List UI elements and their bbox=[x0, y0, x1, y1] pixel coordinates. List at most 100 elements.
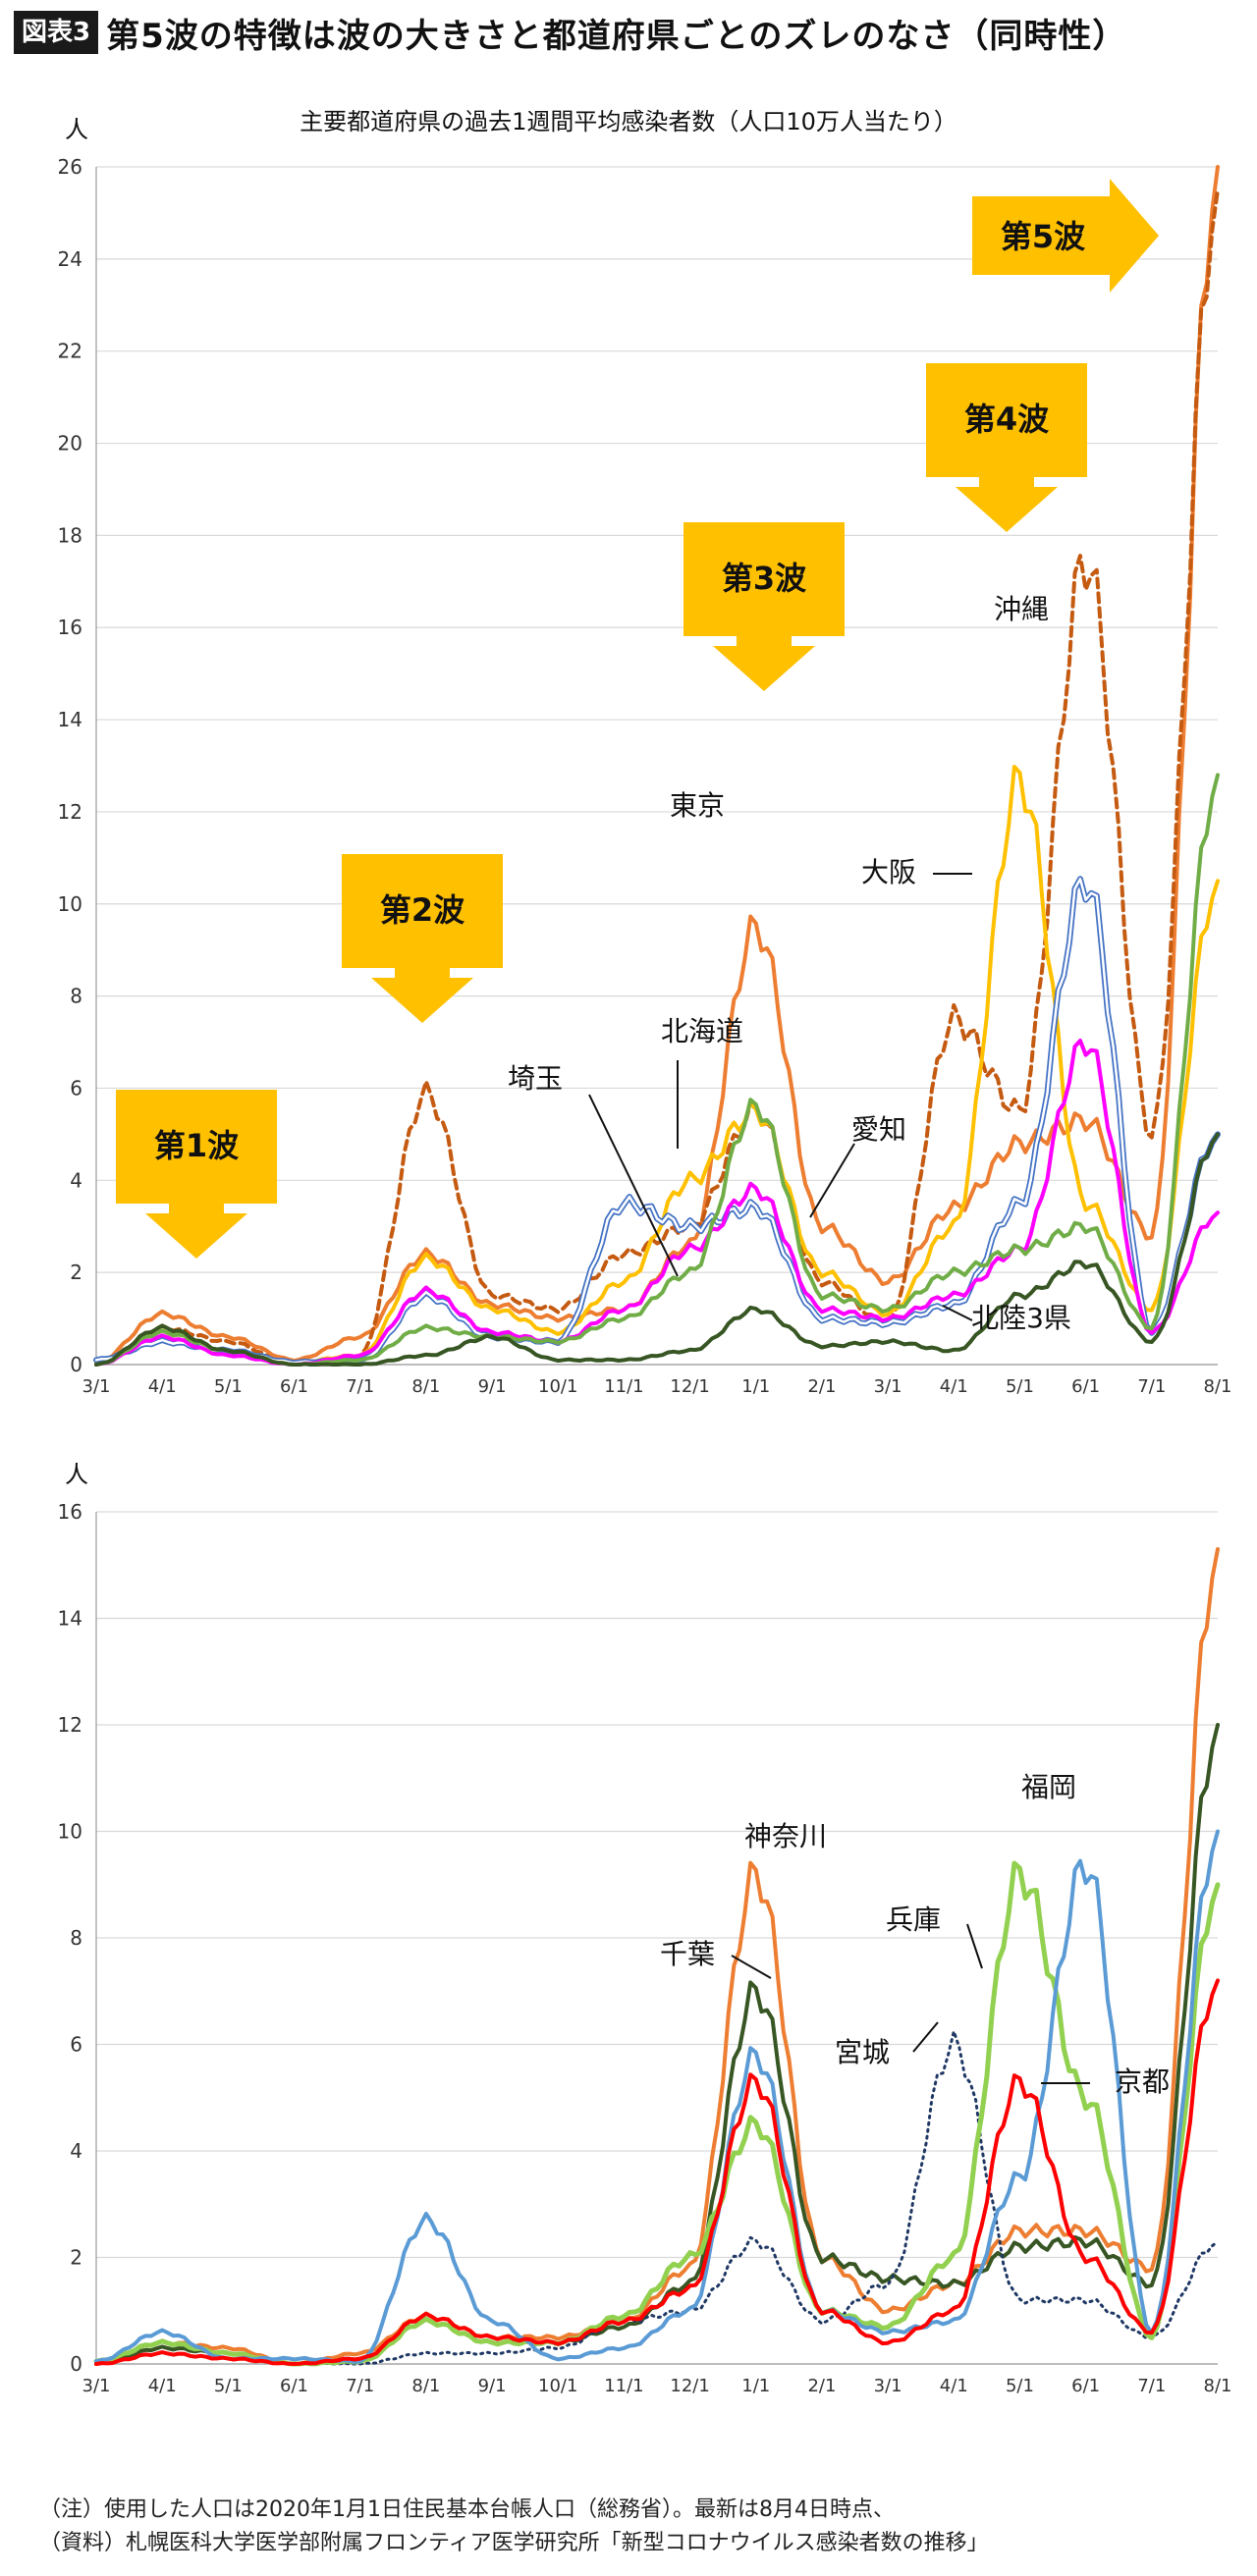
x-tick-label: 9/1 bbox=[478, 2376, 507, 2396]
y-tick-label: 18 bbox=[58, 523, 82, 547]
x-tick-label: 6/1 bbox=[280, 1376, 308, 1397]
y-tick-label: 20 bbox=[58, 432, 82, 456]
x-tick-label: 1/1 bbox=[741, 2376, 770, 2396]
label-leader-line bbox=[912, 2021, 939, 2053]
y-tick-label: 10 bbox=[58, 1820, 82, 1844]
x-tick-label: 6/1 bbox=[1071, 2376, 1100, 2396]
x-tick-label: 4/1 bbox=[148, 2376, 177, 2396]
x-tick-label: 8/1 bbox=[1204, 1376, 1232, 1397]
figure-header: 図表3 第5波の特徴は波の大きさと都道府県ごとのズレのなさ（同時性） bbox=[14, 8, 1126, 57]
y-tick-label: 22 bbox=[58, 340, 82, 363]
chart-bottom: 人 0 2 4 6 8 10 12 14 16 3/1 4/1 5/1 6/1 7/1 8/1 9/1 10/1 1… bbox=[58, 1461, 1232, 2396]
note-line-1: （注）使用した人口は2020年1月1日住民基本台帳人口（総務省）。最新は8月4日… bbox=[39, 2497, 895, 2522]
chart-title: 主要都道府県の過去1週間平均感染者数（人口10万人当たり） bbox=[300, 108, 957, 135]
y-tick-label: 24 bbox=[58, 247, 82, 271]
x-tick-label: 8/1 bbox=[411, 1376, 440, 1397]
y-tick-label: 8 bbox=[70, 985, 82, 1008]
series-label: 兵庫 bbox=[886, 1904, 941, 1936]
y-tick-label: 6 bbox=[70, 2033, 82, 2057]
wave-arrow-shape bbox=[342, 854, 503, 1023]
x-tick-label: 10/1 bbox=[538, 1376, 577, 1397]
x-tick-label: 3/1 bbox=[82, 1376, 111, 1397]
wave-arrow-shape bbox=[683, 522, 845, 691]
label-leader-line bbox=[809, 1143, 855, 1218]
x-tick-label: 3/1 bbox=[82, 2376, 111, 2396]
x-tick-label: 11/1 bbox=[604, 1376, 643, 1397]
y-tick-label: 16 bbox=[58, 616, 82, 639]
y-tick-label: 10 bbox=[58, 892, 82, 916]
series-line-3-inner bbox=[94, 878, 1220, 1365]
wave-label: 第1波 bbox=[154, 1127, 239, 1164]
notes: （注）使用した人口は2020年1月1日住民基本台帳人口（総務省）。最新は8月4日… bbox=[39, 2494, 989, 2560]
wave-label: 第2波 bbox=[380, 891, 465, 929]
y-tick-label: 12 bbox=[58, 1713, 82, 1737]
series-label: 福岡 bbox=[1021, 1771, 1076, 1803]
series-line-6 bbox=[94, 1132, 1220, 1367]
x-tick-label: 2/1 bbox=[807, 1376, 836, 1397]
x-tick-label: 4/1 bbox=[148, 1376, 177, 1397]
x-tick-label: 2/1 bbox=[807, 2376, 836, 2396]
series-label: 大阪 bbox=[861, 856, 916, 888]
series-label: 愛知 bbox=[851, 1113, 906, 1146]
x-tick-label: 5/1 bbox=[214, 1376, 243, 1397]
x-tick-label: 5/1 bbox=[1006, 1376, 1034, 1397]
series-label: 北陸3県 bbox=[971, 1302, 1071, 1334]
x-tick-label: 12/1 bbox=[670, 1376, 709, 1397]
x-tick-label: 10/1 bbox=[538, 2376, 577, 2396]
wave-arrow-shape bbox=[926, 363, 1087, 532]
series-label: 北海道 bbox=[661, 1015, 743, 1047]
series-label: 千葉 bbox=[660, 1938, 715, 1970]
y-axis-unit-label: 人 bbox=[65, 1461, 88, 1488]
x-tick-label: 7/1 bbox=[346, 1376, 374, 1397]
label-leader-line bbox=[942, 1305, 973, 1321]
x-tick-label: 7/1 bbox=[1137, 1376, 1166, 1397]
series-label: 埼玉 bbox=[508, 1062, 563, 1095]
y-tick-label: 14 bbox=[58, 708, 82, 731]
note-line-2: （資料）札幌医科大学医学部附属フロンティア医学研究所「新型コロナウイルス感染者数… bbox=[39, 2531, 989, 2555]
y-tick-label: 4 bbox=[70, 2139, 82, 2163]
x-tick-label: 6/1 bbox=[1071, 1376, 1100, 1397]
label-leader-line bbox=[731, 1955, 772, 1979]
x-tick-label: 4/1 bbox=[940, 2376, 968, 2396]
x-tick-label: 1/1 bbox=[741, 1376, 770, 1397]
figure-badge: 図表3 bbox=[14, 11, 99, 54]
wave-label: 第5波 bbox=[1001, 218, 1085, 255]
series-label: 神奈川 bbox=[744, 1820, 827, 1852]
x-tick-label: 4/1 bbox=[940, 1376, 968, 1397]
y-tick-label: 6 bbox=[70, 1076, 82, 1100]
series-line-5 bbox=[94, 1978, 1220, 2366]
x-tick-label: 8/1 bbox=[411, 2376, 440, 2396]
wave-arrow-shape bbox=[116, 1090, 277, 1259]
y-tick-label: 12 bbox=[58, 800, 82, 824]
label-leader-line bbox=[966, 1923, 983, 1969]
y-tick-label: 14 bbox=[58, 1607, 82, 1631]
series-line-4 bbox=[94, 1829, 1220, 2364]
y-tick-label: 16 bbox=[58, 1500, 82, 1524]
x-tick-label: 9/1 bbox=[478, 1376, 507, 1397]
y-tick-label: 8 bbox=[70, 1926, 82, 1950]
x-tick-label: 12/1 bbox=[670, 2376, 709, 2396]
y-tick-label: 0 bbox=[70, 2352, 82, 2376]
series-label: 沖縄 bbox=[994, 593, 1049, 625]
y-tick-label: 26 bbox=[58, 155, 82, 179]
series-line-0 bbox=[94, 1547, 1220, 2366]
y-tick-label: 2 bbox=[70, 2246, 82, 2270]
series-line-2 bbox=[94, 2029, 1220, 2366]
y-tick-label: 0 bbox=[70, 1353, 82, 1376]
x-tick-label: 5/1 bbox=[1006, 2376, 1034, 2396]
wave-label: 第3波 bbox=[722, 560, 806, 597]
wave-arrow-shape bbox=[972, 179, 1159, 293]
series-label: 京都 bbox=[1115, 2066, 1170, 2098]
x-tick-label: 6/1 bbox=[280, 2376, 308, 2396]
wave-label: 第4波 bbox=[964, 401, 1049, 438]
figure-title: 第5波の特徴は波の大きさと都道府県ごとのズレのなさ（同時性） bbox=[106, 16, 1127, 56]
y-tick-label: 2 bbox=[70, 1261, 82, 1284]
series-label: 東京 bbox=[670, 789, 725, 822]
label-leader-line bbox=[588, 1094, 679, 1277]
y-axis-unit-label: 人 bbox=[65, 116, 88, 143]
x-tick-label: 3/1 bbox=[874, 2376, 902, 2396]
x-tick-label: 3/1 bbox=[874, 1376, 902, 1397]
chart-top: 主要都道府県の過去1週間平均感染者数（人口10万人当たり）人0246810121… bbox=[58, 108, 1232, 1397]
x-tick-label: 8/1 bbox=[1204, 2376, 1232, 2396]
y-tick-label: 4 bbox=[70, 1168, 82, 1192]
